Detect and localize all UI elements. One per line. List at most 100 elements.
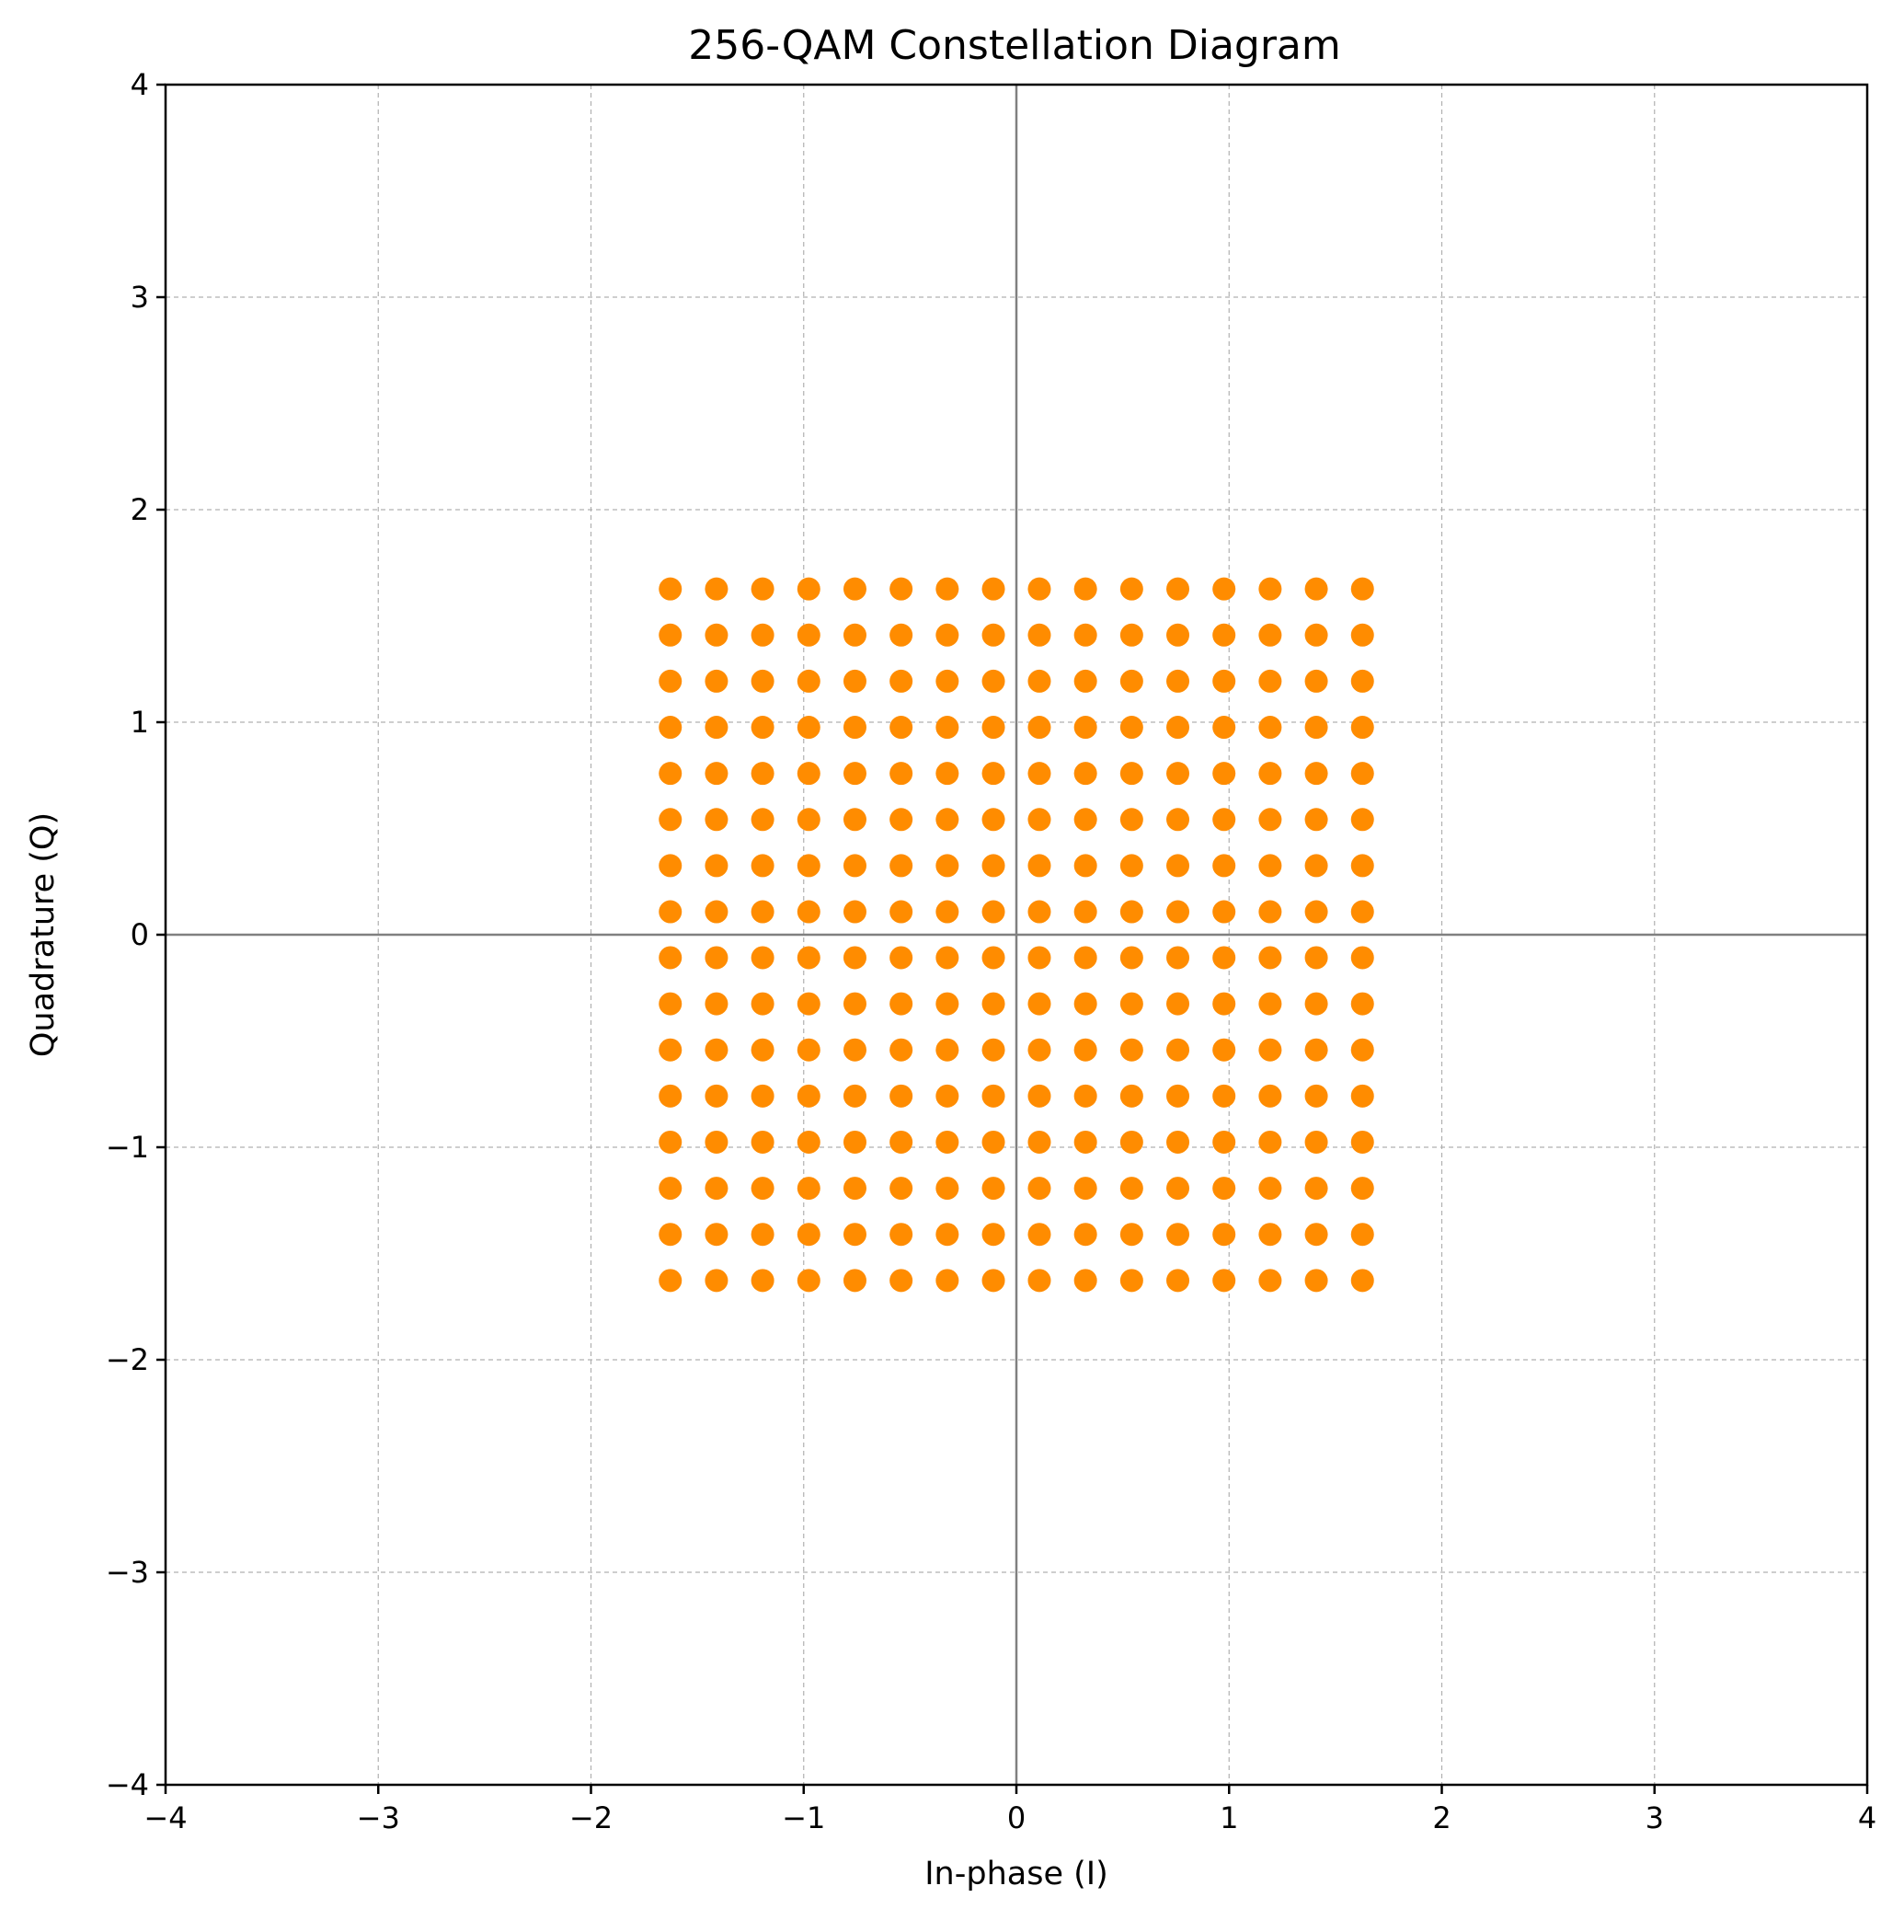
constellation-point (981, 900, 1005, 924)
constellation-point (935, 623, 959, 647)
constellation-point (659, 946, 682, 970)
constellation-point (705, 716, 728, 740)
constellation-point (659, 1084, 682, 1108)
constellation-point (1258, 1177, 1282, 1201)
constellation-point (705, 1084, 728, 1108)
constellation-point (1212, 1177, 1236, 1201)
constellation-point (1350, 1038, 1374, 1062)
constellation-point (1350, 992, 1374, 1016)
constellation-point (889, 900, 913, 924)
constellation-point (705, 946, 728, 970)
constellation-point (659, 1130, 682, 1154)
constellation-point (981, 854, 1005, 878)
constellation-point (1073, 1223, 1097, 1247)
constellation-point (1258, 808, 1282, 832)
constellation-point (705, 1269, 728, 1293)
constellation-point (1304, 1177, 1328, 1201)
y-tick-label: 4 (131, 67, 149, 102)
constellation-point (981, 1130, 1005, 1154)
constellation-point (1166, 716, 1190, 740)
constellation-point (659, 762, 682, 786)
constellation-point (705, 1130, 728, 1154)
constellation-point (1119, 623, 1143, 647)
constellation-point (843, 900, 866, 924)
constellation-point (1212, 946, 1236, 970)
constellation-point (1027, 1223, 1051, 1247)
constellation-point (705, 808, 728, 832)
constellation-point (705, 1223, 728, 1247)
constellation-point (1027, 854, 1051, 878)
constellation-point (705, 669, 728, 693)
constellation-point (797, 808, 820, 832)
constellation-point (889, 577, 913, 601)
x-tick-label: 3 (1646, 1800, 1664, 1835)
constellation-point (797, 669, 820, 693)
constellation-point (751, 1084, 774, 1108)
x-axis-ticks: −4 −3 −2 −1 0 1 2 3 4 (143, 1785, 1876, 1835)
constellation-point (1027, 1084, 1051, 1108)
constellation-point (751, 854, 774, 878)
constellation-point (751, 623, 774, 647)
constellation-point (1073, 854, 1097, 878)
constellation-point (1258, 1084, 1282, 1108)
y-tick-label: −4 (106, 1767, 149, 1802)
constellation-point (1212, 900, 1236, 924)
x-tick-label: −1 (782, 1800, 825, 1835)
constellation-point (1027, 669, 1051, 693)
constellation-point (935, 1269, 959, 1293)
constellation-point (843, 992, 866, 1016)
constellation-point (751, 577, 774, 601)
constellation-point (1350, 1177, 1374, 1201)
constellation-point (843, 577, 866, 601)
constellation-point (843, 669, 866, 693)
constellation-point (1119, 1084, 1143, 1108)
constellation-point (1119, 577, 1143, 601)
constellation-point (797, 1038, 820, 1062)
y-tick-label: −2 (106, 1342, 149, 1377)
constellation-point (1258, 577, 1282, 601)
constellation-point (751, 1269, 774, 1293)
constellation-point (1119, 1269, 1143, 1293)
constellation-point (1166, 577, 1190, 601)
constellation-point (751, 1130, 774, 1154)
constellation-point (751, 992, 774, 1016)
constellation-point (1212, 623, 1236, 647)
constellation-point (797, 762, 820, 786)
x-tick-label: 0 (1007, 1800, 1026, 1835)
constellation-point (1166, 900, 1190, 924)
constellation-point (751, 1177, 774, 1201)
constellation-point (1212, 808, 1236, 832)
constellation-point (889, 716, 913, 740)
constellation-point (797, 946, 820, 970)
constellation-point (659, 808, 682, 832)
x-tick-label: −4 (143, 1800, 187, 1835)
constellation-point (1027, 1177, 1051, 1201)
constellation-point (1073, 1130, 1097, 1154)
constellation-point (1304, 992, 1328, 1016)
constellation-point (797, 577, 820, 601)
constellation-point (1166, 1130, 1190, 1154)
constellation-point (1027, 1038, 1051, 1062)
constellation-point (1027, 577, 1051, 601)
constellation-point (659, 992, 682, 1016)
constellation-point (1212, 762, 1236, 786)
constellation-point (1212, 669, 1236, 693)
constellation-point (1166, 623, 1190, 647)
constellation-point (1304, 1269, 1328, 1293)
y-tick-label: 1 (131, 705, 149, 740)
constellation-point (935, 1038, 959, 1062)
constellation-point (751, 716, 774, 740)
constellation-point (935, 900, 959, 924)
constellation-point (935, 669, 959, 693)
y-tick-label: −1 (106, 1130, 149, 1165)
constellation-point (1258, 1038, 1282, 1062)
y-axis-ticks: −4 −3 −2 −1 0 1 2 3 4 (106, 67, 166, 1802)
constellation-point (797, 992, 820, 1016)
constellation-point (981, 577, 1005, 601)
constellation-point (705, 577, 728, 601)
constellation-point (843, 1223, 866, 1247)
constellation-point (1119, 1130, 1143, 1154)
constellation-point (843, 623, 866, 647)
constellation-point (659, 577, 682, 601)
